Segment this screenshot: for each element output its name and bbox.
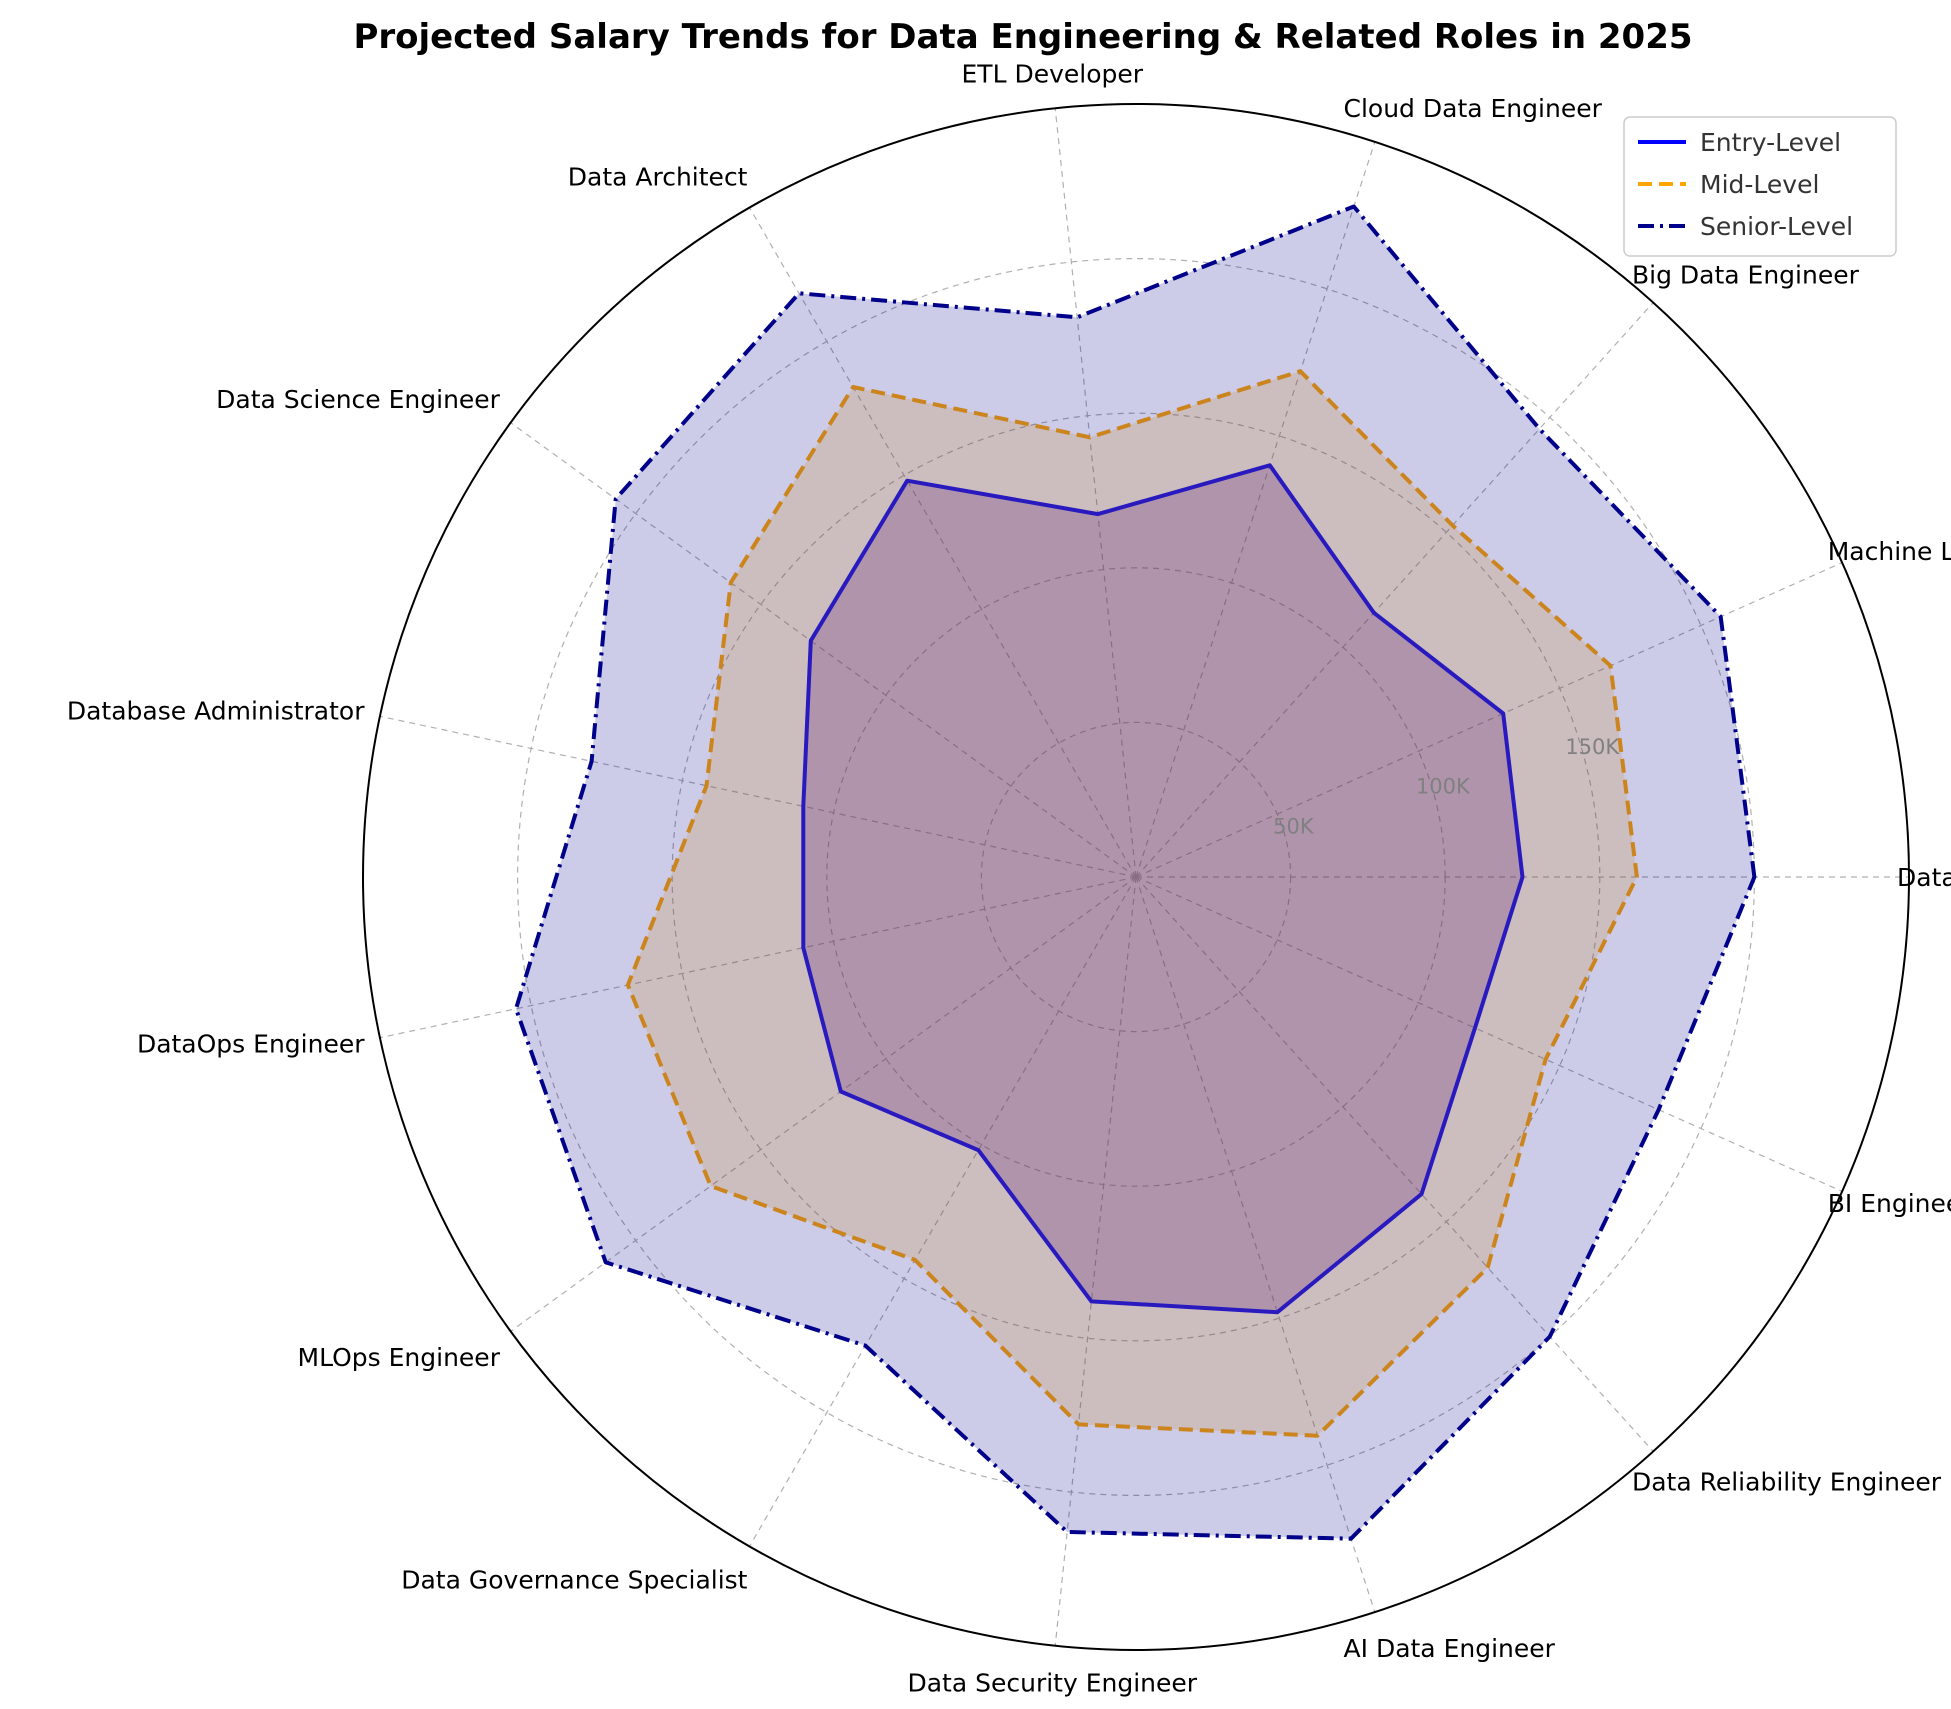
grid-spoke bbox=[1135, 876, 1843, 1192]
legend-label-entry-level: Entry-Level bbox=[1700, 128, 1841, 157]
radial-tick-label: 50K bbox=[1273, 814, 1315, 838]
category-label: Machine Learning Engineer bbox=[1828, 537, 1951, 566]
chart-title: Projected Salary Trends for Data Enginee… bbox=[353, 17, 1692, 57]
category-label: DataOps Engineer bbox=[137, 1030, 365, 1059]
category-label: Data Engineer bbox=[1897, 863, 1951, 892]
grid-spoke bbox=[1135, 876, 1376, 1613]
category-label: ETL Developer bbox=[962, 59, 1144, 88]
polar-frame bbox=[362, 103, 1910, 1651]
grid-spoke bbox=[510, 422, 1137, 878]
radial-tick-labels: 50K 100K 150K bbox=[1273, 735, 1620, 838]
grid-spoke bbox=[510, 876, 1137, 1332]
series-line-senior-level bbox=[514, 204, 1757, 1541]
legend: Entry-Level Mid-Level Senior-Level bbox=[1623, 116, 1897, 257]
radial-tick-label: 150K bbox=[1565, 735, 1620, 759]
category-label: BI Engineer bbox=[1828, 1189, 1951, 1218]
category-label: Data Reliability Engineer bbox=[1632, 1467, 1942, 1496]
grid-spoke bbox=[1054, 108, 1137, 878]
legend-label-senior-level: Senior-Level bbox=[1700, 212, 1853, 241]
series-area-mid-level bbox=[627, 371, 1637, 1436]
series-area-senior-level bbox=[516, 206, 1755, 1539]
grid-spoke bbox=[748, 207, 1137, 878]
category-labels: Data Engineer Machine Learning Engineer Bi… bbox=[67, 59, 1951, 1697]
category-label: Data Governance Specialist bbox=[401, 1566, 747, 1595]
series-line-entry-level bbox=[801, 463, 1525, 1315]
legend-label-mid-level: Mid-Level bbox=[1700, 170, 1819, 199]
category-label: MLOps Engineer bbox=[298, 1343, 501, 1372]
legend-frame bbox=[1623, 116, 1897, 257]
grid-spoke bbox=[1135, 876, 1654, 1452]
grid-spoke bbox=[1054, 876, 1137, 1646]
category-label: Cloud Data Engineer bbox=[1344, 94, 1603, 123]
grid-spoke bbox=[379, 876, 1137, 1039]
series-line-mid-level bbox=[625, 369, 1639, 1438]
series-layer bbox=[514, 204, 1757, 1541]
category-label: AI Data Engineer bbox=[1344, 1634, 1556, 1663]
grid-spoke bbox=[1135, 302, 1654, 878]
grid-spoke bbox=[748, 876, 1137, 1547]
category-label: Database Administrator bbox=[67, 696, 365, 725]
category-label: Data Architect bbox=[568, 162, 748, 191]
series-area-entry-level bbox=[803, 465, 1523, 1313]
category-label: Data Science Engineer bbox=[216, 385, 501, 414]
category-label: Big Data Engineer bbox=[1632, 261, 1860, 290]
grid-spoke bbox=[379, 715, 1137, 878]
grid-spoke bbox=[1135, 562, 1843, 878]
category-label: Data Security Engineer bbox=[907, 1669, 1197, 1698]
grid-spoke bbox=[1135, 141, 1376, 878]
legend-items: Entry-Level Mid-Level Senior-Level bbox=[1638, 128, 1853, 241]
radial-tick-label: 100K bbox=[1416, 775, 1471, 799]
